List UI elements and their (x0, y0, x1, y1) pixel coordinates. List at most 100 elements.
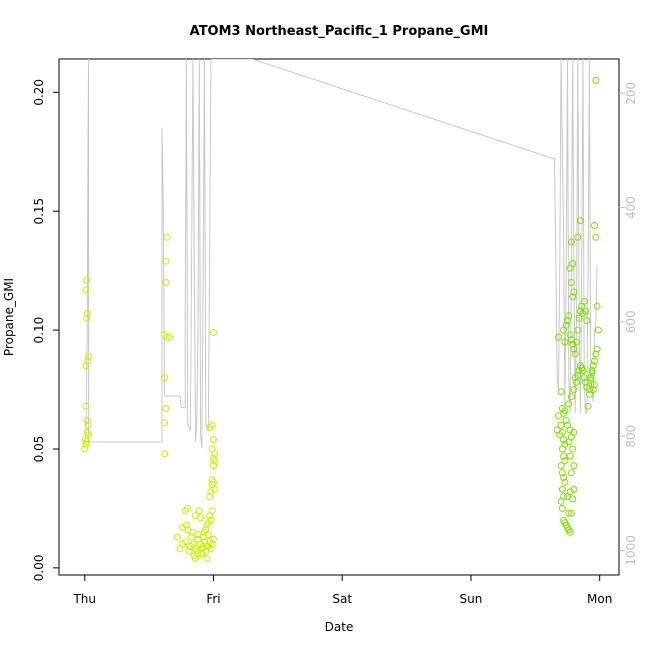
data-point (588, 369, 596, 377)
data-point (82, 402, 90, 410)
data-point (587, 376, 595, 384)
y2-tick-label: 800 (624, 425, 638, 448)
data-point (573, 378, 580, 386)
data-point (592, 76, 600, 84)
data-point (207, 545, 215, 553)
data-point (83, 276, 91, 284)
data-point (211, 485, 219, 493)
data-point (208, 540, 216, 548)
data-point (83, 309, 91, 317)
data-point (557, 497, 565, 505)
data-point (569, 260, 577, 267)
data-point (208, 421, 216, 429)
data-point (591, 381, 598, 389)
data-point (561, 478, 569, 486)
data-point (567, 509, 575, 517)
data-point (565, 400, 573, 408)
data-point (569, 293, 577, 301)
data-point (574, 326, 582, 334)
data-point (569, 445, 577, 453)
data-point (566, 331, 574, 339)
data-point (162, 257, 170, 265)
data-point (208, 445, 216, 453)
data-point (555, 333, 562, 341)
data-point (562, 321, 570, 329)
data-point (570, 485, 578, 493)
data-point (570, 288, 578, 296)
data-point (564, 317, 571, 325)
data-point (567, 238, 575, 246)
data-point (558, 428, 566, 436)
data-point (567, 393, 575, 401)
data-point (558, 504, 566, 512)
data-point (585, 390, 593, 398)
data-point (570, 462, 578, 470)
data-point (565, 312, 573, 320)
data-point (210, 436, 217, 443)
data-point (587, 374, 595, 382)
data-point (570, 386, 578, 393)
data-point (185, 547, 193, 555)
data-point (574, 371, 582, 379)
data-point (571, 350, 579, 358)
data-point (573, 338, 580, 346)
data-point (584, 402, 592, 410)
chart-title: ATOM3 Northeast_Pacific_1 Propane_GMI (190, 24, 489, 39)
data-point (210, 535, 217, 543)
data-point (162, 405, 170, 412)
y2-tick-label: 600 (624, 310, 638, 333)
data-point (575, 314, 583, 322)
data-point (210, 462, 217, 470)
data-point (592, 350, 600, 358)
data-point (207, 516, 215, 524)
data-point (569, 340, 577, 348)
data-point (561, 338, 569, 346)
data-point (166, 333, 174, 341)
pressure-line-layer (84, 59, 598, 448)
y-tick-label: 0.20 (32, 79, 46, 106)
data-point (163, 233, 171, 241)
data-point (569, 495, 577, 503)
data-point (198, 550, 206, 558)
data-point (565, 509, 573, 517)
y2-tick-label: 400 (624, 196, 638, 219)
data-point (567, 469, 575, 477)
data-point (566, 488, 574, 496)
data-point (83, 438, 91, 446)
y-tick-label: 0.00 (32, 555, 46, 582)
data-point (560, 474, 568, 481)
data-point (181, 538, 189, 546)
data-point (173, 533, 181, 541)
data-point (204, 531, 212, 539)
data-point (561, 457, 569, 465)
y-tick-label: 0.05 (32, 436, 46, 463)
data-point (192, 512, 199, 520)
data-point (593, 345, 601, 353)
y-tick-label: 0.10 (32, 317, 46, 344)
data-point (589, 386, 597, 393)
data-point (83, 314, 91, 322)
data-point (184, 504, 192, 512)
data-point (192, 554, 199, 562)
data-point (576, 217, 584, 225)
y-axis-label: Propane_GMI (2, 278, 16, 356)
plot-frame (58, 58, 620, 576)
data-point (566, 528, 574, 536)
data-point (203, 554, 211, 562)
data-point (557, 462, 565, 470)
data-point (210, 455, 217, 462)
data-point (591, 357, 598, 365)
data-point (161, 419, 169, 427)
x-tick-label: Mon (587, 592, 612, 606)
data-point (592, 233, 600, 241)
data-point (564, 421, 571, 429)
data-point (585, 386, 593, 393)
data-point (589, 362, 597, 370)
data-point (195, 507, 203, 515)
x-axis-label: Date (325, 620, 354, 634)
axes-layer: Thu Fri Sat Sun Mon 0.00 0.05 0.10 0.15 0.20 200 40… (32, 79, 638, 606)
data-point (594, 326, 602, 334)
data-point (558, 469, 566, 477)
data-point (583, 317, 591, 325)
